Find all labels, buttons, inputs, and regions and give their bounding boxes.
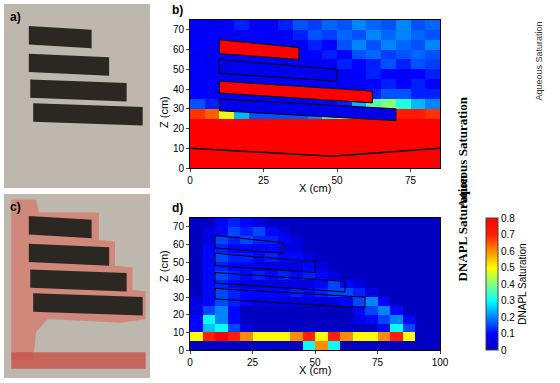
svg-text:a): a): [10, 10, 21, 24]
svg-text:0.7: 0.7: [501, 229, 515, 240]
svg-text:X (cm): X (cm): [299, 364, 331, 376]
svg-text:Aqueous Saturation: Aqueous Saturation: [455, 96, 470, 208]
svg-text:20: 20: [173, 123, 185, 134]
svg-text:75: 75: [372, 357, 384, 368]
svg-text:b): b): [172, 3, 183, 17]
svg-text:0: 0: [501, 345, 507, 356]
svg-text:0: 0: [178, 345, 184, 356]
svg-text:60: 60: [173, 239, 185, 250]
svg-text:75: 75: [405, 175, 417, 186]
svg-text:DNAPL Saturation: DNAPL Saturation: [517, 243, 528, 324]
svg-text:0: 0: [187, 175, 193, 186]
svg-text:60: 60: [173, 44, 185, 55]
svg-text:30: 30: [173, 103, 185, 114]
svg-text:10: 10: [173, 327, 185, 338]
svg-text:0: 0: [178, 163, 184, 174]
svg-text:40: 40: [173, 274, 185, 285]
svg-text:50: 50: [173, 257, 185, 268]
svg-text:0.1: 0.1: [501, 328, 515, 339]
svg-text:0.8: 0.8: [501, 213, 515, 224]
svg-text:d): d): [172, 201, 183, 215]
svg-text:25: 25: [258, 175, 270, 186]
svg-text:30: 30: [173, 292, 185, 303]
svg-text:0.6: 0.6: [501, 246, 515, 257]
svg-text:100: 100: [432, 357, 449, 368]
svg-text:c): c): [10, 200, 21, 214]
svg-text:70: 70: [173, 24, 185, 35]
svg-text:0.4: 0.4: [501, 279, 515, 290]
svg-text:50: 50: [331, 175, 343, 186]
svg-text:10: 10: [173, 143, 185, 154]
svg-text:50: 50: [173, 64, 185, 75]
svg-text:Aqueous Saturation: Aqueous Saturation: [534, 21, 544, 100]
svg-text:20: 20: [173, 309, 185, 320]
svg-text:0: 0: [187, 357, 193, 368]
svg-text:25: 25: [247, 357, 259, 368]
svg-text:50: 50: [309, 357, 321, 368]
svg-text:0.2: 0.2: [501, 312, 515, 323]
svg-text:X (cm): X (cm): [299, 182, 331, 194]
svg-text:DNAPL Saturation: DNAPL Saturation: [455, 174, 470, 281]
svg-text:40: 40: [173, 84, 185, 95]
svg-text:Z (cm): Z (cm): [158, 96, 170, 128]
svg-text:0.3: 0.3: [501, 295, 515, 306]
svg-text:70: 70: [173, 221, 185, 232]
svg-text:0.5: 0.5: [501, 262, 515, 273]
svg-text:Z (cm): Z (cm): [158, 250, 170, 282]
